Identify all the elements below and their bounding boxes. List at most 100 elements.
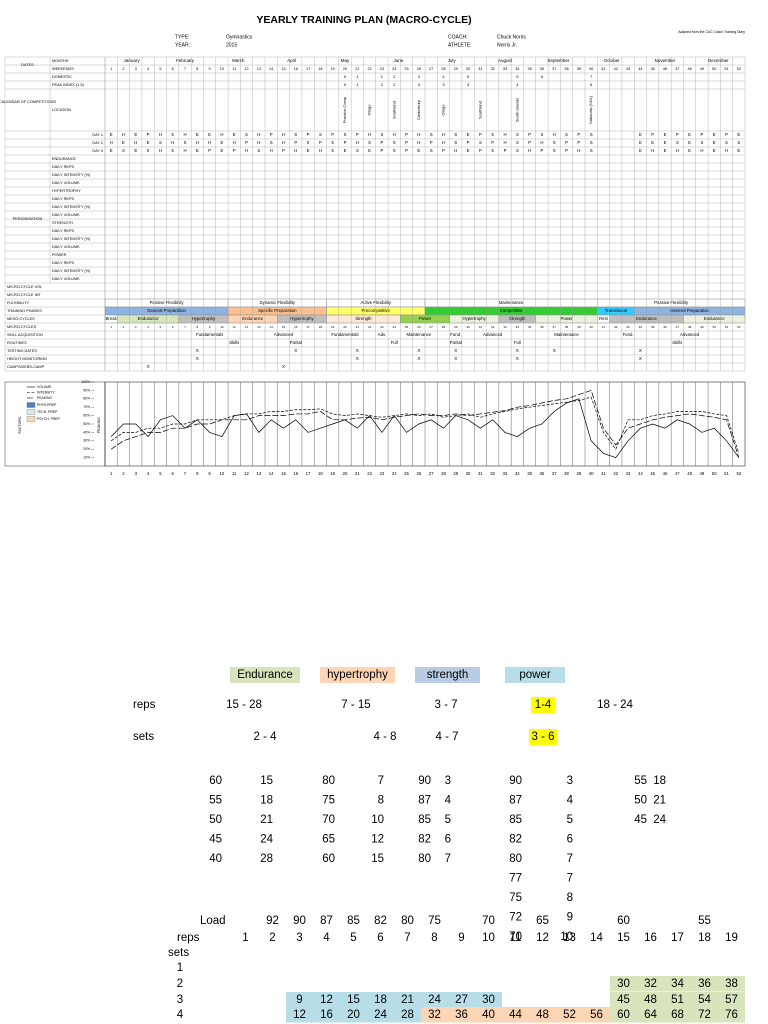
percent-table-value: 6 bbox=[567, 834, 573, 846]
micro-cycle-number: 14 bbox=[269, 325, 273, 329]
day-code: S bbox=[491, 132, 494, 137]
week-number: 20 bbox=[343, 67, 347, 71]
percent-table-value: 4 bbox=[445, 795, 452, 807]
day-code: H bbox=[356, 140, 359, 145]
day-code: E bbox=[713, 140, 716, 145]
chart-week: 49 bbox=[700, 471, 705, 476]
day-code: H bbox=[725, 148, 728, 153]
rep-number: 18 bbox=[698, 932, 711, 944]
row-label: PEAK INDEX (1-5) bbox=[52, 83, 85, 87]
day-code: P bbox=[405, 140, 408, 145]
row-label: DAILY REPS bbox=[52, 261, 74, 265]
type-value: Gymnastics bbox=[226, 34, 253, 40]
chart-week: 35 bbox=[527, 471, 532, 476]
category-label: Endurance bbox=[237, 669, 293, 681]
row-label: DAILY VOLUME bbox=[52, 181, 80, 185]
skill_acquisition: Advanced bbox=[483, 332, 503, 337]
micro-cycle-number: 48 bbox=[688, 325, 692, 329]
day-code: P bbox=[356, 132, 359, 137]
micro-cycle-number: 29 bbox=[454, 325, 458, 329]
meso-label: Hypertrophy bbox=[290, 316, 314, 321]
week-number: 29 bbox=[454, 67, 458, 71]
micro-cycle-number: 8 bbox=[196, 325, 198, 329]
rep-number: 13 bbox=[563, 932, 576, 944]
chart-week: 9 bbox=[208, 471, 211, 476]
month: January bbox=[124, 58, 141, 63]
prep-swatch bbox=[26, 416, 36, 422]
chart-week: 36 bbox=[540, 471, 545, 476]
x-mark: X bbox=[639, 348, 642, 353]
phases-label: Precompetitive bbox=[362, 308, 391, 313]
percent-table-value: 10 bbox=[371, 814, 384, 826]
week-number: 45 bbox=[651, 67, 655, 71]
week-number: 43 bbox=[626, 67, 630, 71]
skill_acquisition: Fundamentals bbox=[331, 332, 358, 337]
row-label: TESTING DATES bbox=[7, 349, 37, 353]
row-label: DAILY REPS bbox=[52, 229, 74, 233]
micro-cycle-number: 4 bbox=[147, 325, 149, 329]
chart-week: 1 bbox=[110, 471, 113, 476]
day-code: E bbox=[664, 132, 667, 137]
percent-table-value: 15 bbox=[260, 775, 273, 787]
skill_acquisition: Maintenance bbox=[554, 332, 579, 337]
day-code: P bbox=[700, 132, 703, 137]
percent-table-value: 12 bbox=[371, 834, 384, 846]
row-label: MICRO-CYCLE VOL bbox=[7, 285, 42, 289]
load-value: 82 bbox=[374, 915, 387, 927]
rep-number: 8 bbox=[431, 932, 437, 944]
coach-label: COACH: bbox=[448, 34, 467, 40]
week-number: 23 bbox=[380, 67, 384, 71]
day-code: E bbox=[110, 148, 113, 153]
total-reps: 38 bbox=[725, 978, 738, 990]
day-code: P bbox=[528, 140, 531, 145]
meso-label: Power bbox=[560, 316, 573, 321]
micro-cycle-number: 24 bbox=[393, 325, 397, 329]
row-label: DAILY VOLUME bbox=[52, 213, 80, 217]
row-label: MESO-CYCLES bbox=[7, 317, 35, 321]
week-number: 49 bbox=[700, 67, 704, 71]
percent-table-value: 87 bbox=[509, 795, 522, 807]
y-tick-label: 50% bbox=[83, 422, 90, 426]
total-reps: 54 bbox=[698, 994, 711, 1006]
week-number: 21 bbox=[355, 67, 359, 71]
row-label: WEEKENDS bbox=[52, 67, 74, 71]
year-value: 2015 bbox=[226, 42, 237, 48]
total-reps: 34 bbox=[671, 978, 684, 990]
peaking-label: PEAKING bbox=[97, 417, 101, 433]
load-value: 80 bbox=[401, 915, 414, 927]
title: YEARLY TRAINING PLAN (MACRO-CYCLE) bbox=[256, 14, 471, 26]
row-label: DAILY REPS bbox=[52, 197, 74, 201]
week-number: 24 bbox=[392, 67, 396, 71]
load-value: 70 bbox=[482, 915, 495, 927]
chart-week: 12 bbox=[244, 471, 249, 476]
location: Southland bbox=[477, 101, 482, 119]
week-number: 48 bbox=[687, 67, 691, 71]
day-code: E bbox=[467, 132, 470, 137]
peak_index: 2 bbox=[381, 82, 384, 87]
day-code: P bbox=[245, 140, 248, 145]
x-mark: X bbox=[454, 356, 457, 361]
week-number: 7 bbox=[184, 67, 186, 71]
day-code: H bbox=[528, 148, 531, 153]
peak_index: 4 bbox=[418, 82, 421, 87]
chart-week: 25 bbox=[404, 471, 409, 476]
day-code: S bbox=[676, 140, 679, 145]
day-code: H bbox=[700, 148, 703, 153]
x-mark: X bbox=[196, 348, 199, 353]
day-code: H bbox=[159, 148, 162, 153]
set-number: 1 bbox=[177, 962, 183, 974]
day-code: E bbox=[196, 132, 199, 137]
location: Otago bbox=[367, 104, 372, 116]
day-code: H bbox=[183, 132, 186, 137]
row-label: DAY 2 bbox=[92, 141, 103, 145]
chart-week: 4 bbox=[147, 471, 150, 476]
row-label: ENDURANCE bbox=[52, 157, 77, 161]
domestic: 5 bbox=[516, 74, 519, 79]
row-label: SKILL ACQUISITION bbox=[7, 333, 43, 337]
rep-number: 4 bbox=[323, 932, 330, 944]
week-number: 9 bbox=[209, 67, 211, 71]
row-label: DAY 3 bbox=[92, 149, 103, 153]
percent-table-value: 7 bbox=[567, 873, 573, 885]
day-code: H bbox=[171, 140, 174, 145]
